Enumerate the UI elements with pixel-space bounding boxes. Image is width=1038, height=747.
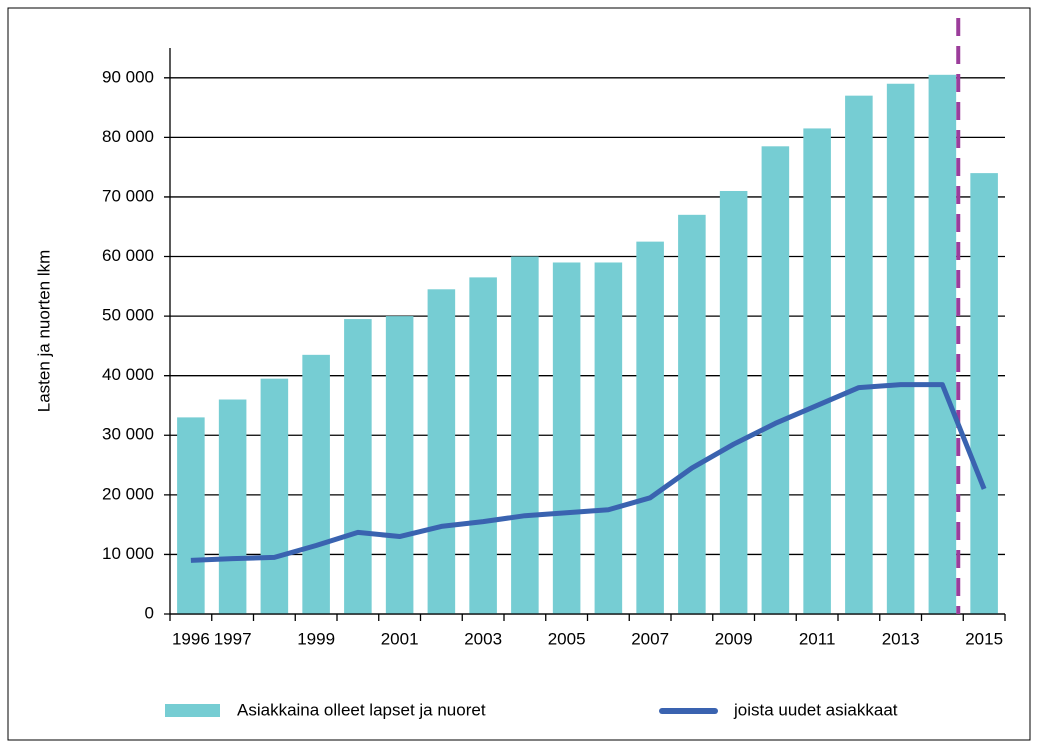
x-tick-label: 2005 xyxy=(548,629,586,648)
bar xyxy=(886,83,915,614)
x-tick-label: 2003 xyxy=(464,629,502,648)
x-tick-label: 2007 xyxy=(631,629,669,648)
bar xyxy=(594,262,623,614)
bar xyxy=(302,354,330,614)
legend-label: Asiakkaina olleet lapset ja nuoret xyxy=(237,700,486,719)
bar xyxy=(552,262,581,614)
x-tick-label: 2015 xyxy=(965,629,1003,648)
bar xyxy=(970,173,998,614)
bar xyxy=(385,316,414,614)
bar xyxy=(845,95,873,615)
x-tick-label: 2001 xyxy=(381,629,419,648)
bar xyxy=(469,277,497,614)
bar xyxy=(636,241,664,614)
y-tick-label: 90 000 xyxy=(102,67,154,86)
y-tick-label: 10 000 xyxy=(102,544,154,563)
y-tick-label: 80 000 xyxy=(102,127,154,146)
x-tick-label: 2013 xyxy=(882,629,920,648)
legend-label: joista uudet asiakkaat xyxy=(733,700,898,719)
x-tick-label: 2011 xyxy=(799,629,836,648)
bar xyxy=(218,399,247,614)
y-tick-label: 30 000 xyxy=(102,425,154,444)
x-tick-label: 1997 xyxy=(214,629,252,648)
x-tick-label: 1999 xyxy=(297,629,335,648)
y-axis-label: Lasten ja nuorten lkm xyxy=(34,250,53,413)
y-tick-label: 40 000 xyxy=(102,365,154,384)
bar xyxy=(761,146,790,614)
bar xyxy=(177,417,205,614)
y-tick-label: 0 xyxy=(145,603,154,622)
bar xyxy=(260,378,289,614)
x-tick-label: 2009 xyxy=(715,629,753,648)
bar xyxy=(511,256,539,614)
y-tick-label: 60 000 xyxy=(102,246,154,265)
y-tick-label: 50 000 xyxy=(102,306,154,325)
bar xyxy=(928,74,957,614)
bar xyxy=(719,190,748,614)
bar xyxy=(427,289,456,614)
bar xyxy=(803,128,831,614)
legend-swatch xyxy=(165,704,220,717)
bar xyxy=(344,319,372,614)
y-tick-label: 70 000 xyxy=(102,186,154,205)
bar xyxy=(678,214,706,615)
y-tick-label: 20 000 xyxy=(102,484,154,503)
x-tick-label: 1996 xyxy=(172,629,210,648)
line xyxy=(190,382,987,563)
